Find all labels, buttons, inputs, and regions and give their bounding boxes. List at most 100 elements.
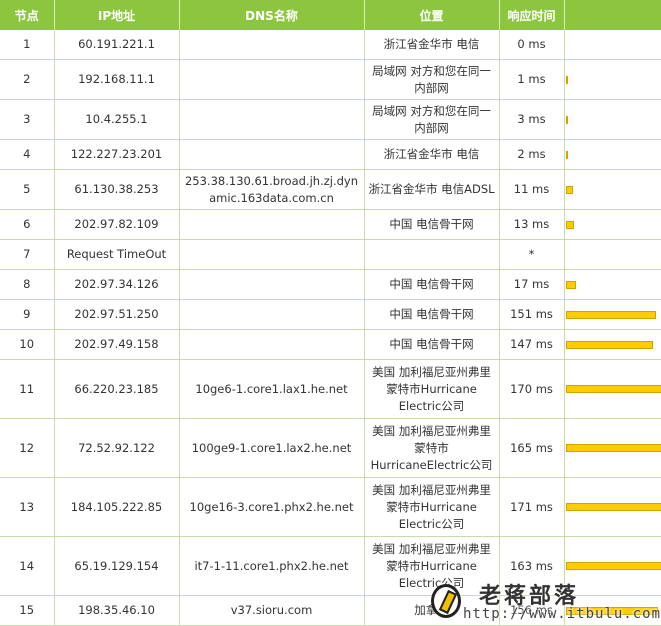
ip-cell: 122.227.23.201 — [54, 140, 179, 170]
response-time-cell: 165 ms — [499, 419, 564, 478]
latency-bar — [566, 503, 661, 511]
latency-bar — [566, 444, 661, 452]
ip-cell: 66.220.23.185 — [54, 360, 179, 419]
latency-bar — [566, 311, 656, 319]
dns-cell — [179, 60, 364, 100]
latency-bar-cell — [564, 360, 661, 419]
latency-bar — [566, 385, 661, 393]
location-cell: 浙江省金华市 电信ADSL — [364, 170, 499, 210]
response-time-cell: * — [499, 240, 564, 270]
location-cell: 美国 加利福尼亚州弗里蒙特市Hurricane Electric公司 — [364, 478, 499, 537]
dns-cell — [179, 140, 364, 170]
response-time-cell: 171 ms — [499, 478, 564, 537]
hop-cell: 3 — [0, 100, 54, 140]
location-cell: 美国 加利福尼亚州弗里蒙特市Hurricane Electric公司 — [364, 360, 499, 419]
hop-cell: 2 — [0, 60, 54, 100]
latency-bar-cell — [564, 60, 661, 100]
latency-bar — [566, 186, 573, 194]
latency-bar — [566, 76, 568, 84]
dns-cell: it7-1-11.core1.phx2.he.net — [179, 537, 364, 596]
ip-cell: 202.97.49.158 — [54, 330, 179, 360]
dns-cell — [179, 270, 364, 300]
latency-bar-cell — [564, 140, 661, 170]
dns-cell: 10ge16-3.core1.phx2.he.net — [179, 478, 364, 537]
location-cell: 局域网 对方和您在同一内部网 — [364, 100, 499, 140]
col-location: 位置 — [364, 0, 499, 30]
ip-cell: 202.97.34.126 — [54, 270, 179, 300]
hop-cell: 5 — [0, 170, 54, 210]
hop-cell: 1 — [0, 30, 54, 60]
watermark-url: http://www.itbulu.com — [463, 606, 661, 622]
latency-bar-cell — [564, 300, 661, 330]
ip-cell: 65.19.129.154 — [54, 537, 179, 596]
ip-cell: Request TimeOut — [54, 240, 179, 270]
latency-bar-cell — [564, 419, 661, 478]
dns-cell — [179, 240, 364, 270]
latency-bar-cell — [564, 170, 661, 210]
ip-cell: 10.4.255.1 — [54, 100, 179, 140]
location-cell: 美国 加利福尼亚州弗里蒙特市HurricaneElectric公司 — [364, 419, 499, 478]
location-cell: 中国 电信骨干网 — [364, 300, 499, 330]
latency-bar-cell — [564, 210, 661, 240]
ip-cell: 192.168.11.1 — [54, 60, 179, 100]
dns-cell — [179, 330, 364, 360]
response-time-cell: 1 ms — [499, 60, 564, 100]
ip-cell: 202.97.82.109 — [54, 210, 179, 240]
location-cell: 中国 电信骨干网 — [364, 330, 499, 360]
hop-cell: 12 — [0, 419, 54, 478]
hop-cell: 11 — [0, 360, 54, 419]
location-cell: 浙江省金华市 电信 — [364, 30, 499, 60]
watermark: 老蒋部落 http://www.itbulu.com — [431, 580, 661, 624]
response-time-cell: 3 ms — [499, 100, 564, 140]
location-cell — [364, 240, 499, 270]
latency-bar — [566, 341, 653, 349]
response-time-cell: 0 ms — [499, 30, 564, 60]
hop-cell: 14 — [0, 537, 54, 596]
col-hop: 节点 — [0, 0, 54, 30]
latency-bar — [566, 151, 568, 159]
ip-cell: 184.105.222.85 — [54, 478, 179, 537]
latency-bar-cell — [564, 100, 661, 140]
header-row: 节点 IP地址 DNS名称 位置 响应时间 — [0, 0, 661, 30]
response-time-cell: 13 ms — [499, 210, 564, 240]
latency-bar — [566, 281, 576, 289]
latency-bar — [566, 116, 568, 124]
location-cell: 中国 电信骨干网 — [364, 210, 499, 240]
response-time-cell: 170 ms — [499, 360, 564, 419]
location-cell: 局域网 对方和您在同一内部网 — [364, 60, 499, 100]
dns-cell: 253.38.130.61.broad.jh.zj.dynamic.163dat… — [179, 170, 364, 210]
location-cell: 浙江省金华市 电信 — [364, 140, 499, 170]
ip-cell: 72.52.92.122 — [54, 419, 179, 478]
dns-cell: v37.sioru.com — [179, 596, 364, 626]
ip-cell: 202.97.51.250 — [54, 300, 179, 330]
latency-bar — [566, 562, 661, 570]
latency-bar-cell — [564, 30, 661, 60]
response-time-cell: 17 ms — [499, 270, 564, 300]
response-time-cell: 11 ms — [499, 170, 564, 210]
dns-cell — [179, 300, 364, 330]
latency-bar — [566, 221, 574, 229]
latency-bar-cell — [564, 240, 661, 270]
dns-cell — [179, 30, 364, 60]
latency-bar-cell — [564, 270, 661, 300]
dns-cell — [179, 210, 364, 240]
hop-cell: 15 — [0, 596, 54, 626]
hop-cell: 8 — [0, 270, 54, 300]
dns-cell — [179, 100, 364, 140]
hop-cell: 10 — [0, 330, 54, 360]
dns-cell: 10ge6-1.core1.lax1.he.net — [179, 360, 364, 419]
response-time-cell: 147 ms — [499, 330, 564, 360]
latency-bar-cell — [564, 478, 661, 537]
col-dns: DNS名称 — [179, 0, 364, 30]
